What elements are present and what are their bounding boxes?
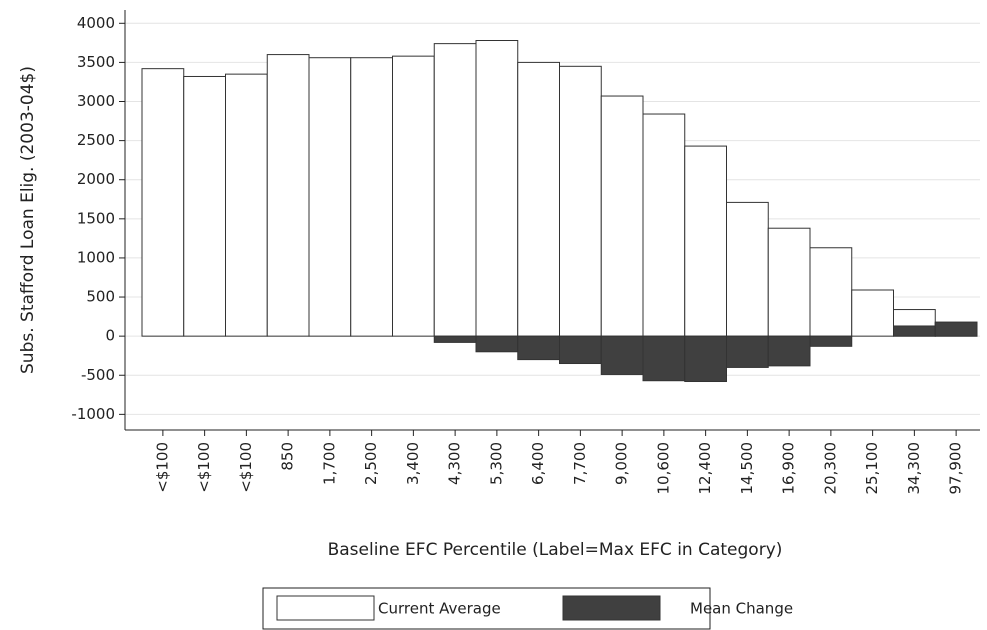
legend-label: Current Average	[378, 600, 501, 618]
bar	[559, 335, 602, 365]
y-tick-label: 1000	[77, 248, 115, 266]
bar	[433, 335, 477, 343]
bar	[600, 95, 644, 337]
x-tick-label: 20,300	[821, 442, 839, 495]
bar	[559, 65, 602, 337]
y-axis-label: Subs. Stafford Loan Elig. (2003-04$)	[18, 66, 38, 374]
legend-swatch	[276, 595, 375, 621]
x-tick-label: 9,000	[613, 442, 631, 485]
x-tick-label: <$100	[153, 442, 171, 493]
x-tick-label: 1,700	[320, 442, 338, 485]
x-tick-label: 14,500	[738, 442, 756, 495]
y-tick-label: 2000	[77, 170, 115, 188]
bar	[392, 55, 435, 337]
y-tick-label: 3000	[77, 92, 115, 110]
y-tick-label: -500	[81, 366, 115, 384]
bar	[475, 40, 519, 337]
x-tick-label: 850	[279, 442, 297, 471]
x-tick-label: 6,400	[529, 442, 547, 485]
bar	[266, 54, 310, 337]
bar	[726, 201, 769, 337]
y-tick-label: -1000	[71, 405, 115, 423]
bar	[141, 68, 185, 337]
bar	[183, 75, 226, 337]
y-tick-label: 4000	[77, 14, 115, 32]
bar	[767, 335, 811, 367]
bar	[767, 227, 811, 337]
legend-swatch	[562, 595, 661, 621]
x-tick-label: 16,900	[780, 442, 798, 495]
x-tick-label: 4,300	[446, 442, 464, 485]
x-tick-label: <$100	[237, 442, 255, 493]
legend-label: Mean Change	[690, 600, 793, 618]
bar	[517, 335, 560, 361]
bar	[600, 335, 644, 375]
bar	[809, 335, 853, 347]
x-tick-label: 10,600	[654, 442, 672, 495]
bar	[893, 325, 936, 337]
x-tick-label: 97,900	[947, 442, 965, 495]
x-tick-label: 12,400	[696, 442, 714, 495]
bar	[684, 335, 727, 383]
x-tick-label: 2,500	[362, 442, 380, 485]
y-tick-label: 1500	[77, 209, 115, 227]
bar	[851, 289, 894, 337]
bar	[308, 57, 352, 337]
bar	[517, 61, 560, 337]
bar	[642, 113, 686, 337]
bar	[809, 247, 853, 337]
y-tick-label: 2500	[77, 131, 115, 149]
x-tick-label: 34,300	[905, 442, 923, 495]
bar	[225, 73, 268, 337]
bar	[934, 321, 978, 337]
bar	[642, 335, 686, 382]
bar	[350, 57, 393, 337]
x-axis-label: Baseline EFC Percentile (Label=Max EFC i…	[328, 540, 783, 560]
bar	[475, 335, 519, 353]
y-tick-label: 500	[86, 288, 115, 306]
x-tick-label: 25,100	[863, 442, 881, 495]
x-tick-label: 3,400	[404, 442, 422, 485]
bar	[684, 145, 727, 337]
x-tick-label: 7,700	[571, 442, 589, 485]
y-tick-label: 3500	[77, 53, 115, 71]
x-tick-label: <$100	[195, 442, 213, 493]
x-tick-label: 5,300	[487, 442, 505, 485]
bar	[433, 43, 477, 337]
y-tick-label: 0	[105, 327, 115, 345]
bar	[726, 335, 769, 368]
